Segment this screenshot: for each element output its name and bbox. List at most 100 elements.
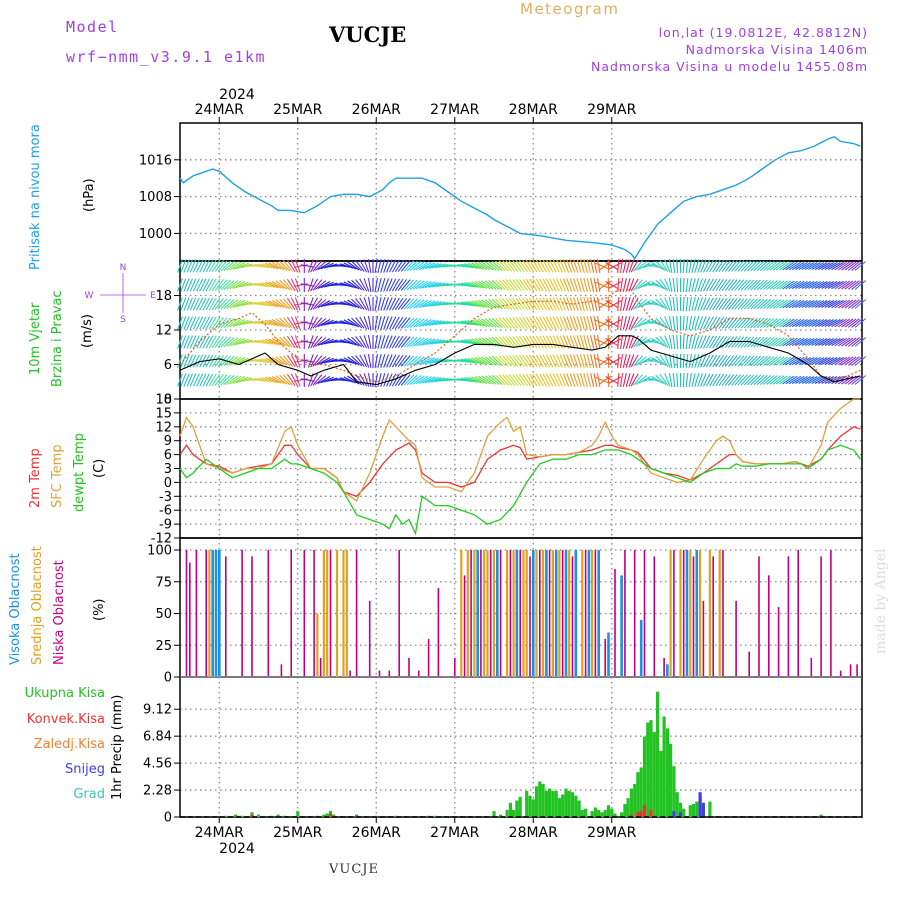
precip-bar — [544, 791, 548, 817]
wind-arrow — [734, 298, 745, 310]
precip-bar — [669, 743, 673, 817]
wind-arrow — [595, 281, 609, 289]
wind-arrow — [460, 282, 475, 288]
wind-arrow — [659, 316, 669, 330]
wind-arrow — [779, 375, 792, 385]
wind-arrow — [208, 335, 217, 349]
wind-arrow — [659, 278, 669, 292]
wind-arrow — [724, 355, 735, 367]
wind-arrow — [183, 335, 190, 349]
footer-station: VUCJE — [329, 862, 379, 877]
wind-arrow — [834, 318, 847, 328]
wind-arrow — [474, 357, 488, 365]
temperature-ytick-label: 0 — [164, 476, 172, 491]
cloud-bar — [460, 550, 463, 677]
wind-arrow — [294, 297, 301, 311]
wind-arrow — [457, 302, 472, 306]
wind-arrow — [460, 377, 475, 383]
wind-arrow — [518, 354, 528, 368]
model-altitude-label: Nadmorska Visina u modelu 1455.08m — [591, 59, 868, 74]
wind-arrow — [775, 280, 788, 290]
date-label-bottom: 24MAR — [195, 825, 244, 841]
wind-arrow — [464, 358, 478, 364]
wind-arrow — [664, 354, 671, 368]
wind-arrow — [628, 259, 635, 273]
wind-arrow — [827, 300, 841, 308]
wind-arrow — [347, 280, 360, 290]
wind-arrow — [229, 261, 242, 271]
wind-arrow — [549, 354, 557, 368]
wind-arrow — [312, 336, 323, 348]
cloud-ytick-label: 50 — [155, 607, 172, 622]
wind-arrow — [515, 316, 525, 330]
cloud-bar — [564, 550, 568, 677]
wind-arrow — [750, 355, 762, 367]
cloud-bar — [326, 550, 329, 677]
wind-arrow — [223, 298, 235, 310]
wind-arrow — [471, 357, 485, 365]
compass-s: S — [120, 315, 126, 325]
wind-arrow — [199, 297, 207, 311]
wind-arrow — [844, 299, 857, 309]
wind-arrow — [498, 279, 510, 291]
wind-arrow — [705, 297, 714, 311]
wind-arrow — [595, 357, 609, 365]
cloud-bar — [539, 550, 541, 677]
wind-arrow — [709, 316, 718, 330]
wind-arrow — [271, 300, 285, 308]
cloud-bar — [454, 658, 456, 677]
wind-arrow — [703, 259, 711, 273]
precip-bar — [499, 814, 503, 817]
date-label-bottom: 27MAR — [430, 825, 479, 841]
wind-arrow — [457, 378, 472, 382]
wind-arrow — [268, 281, 282, 289]
wind-arrow — [192, 316, 200, 330]
wind-arrow — [471, 376, 485, 384]
precip-bar — [610, 808, 614, 817]
wind-arrow — [359, 316, 368, 330]
cloud-ytick-label: 25 — [155, 639, 172, 654]
wind-arrow — [294, 259, 301, 273]
wind-arrow — [734, 279, 745, 291]
wind-arrow — [491, 298, 503, 310]
cloud-bar — [551, 550, 554, 677]
wind-arrow — [220, 298, 232, 310]
wind-arrow — [672, 353, 676, 369]
precipitation-ytick-label: 9.12 — [143, 703, 172, 718]
cloud-bar — [496, 550, 499, 677]
wind-arrow — [635, 318, 647, 328]
wind-arrow — [508, 336, 519, 348]
wind-arrow — [747, 355, 758, 367]
cloud-bar — [735, 600, 737, 677]
wind-arrow — [343, 300, 357, 308]
pressure-line — [179, 136, 861, 260]
wind-arrow — [619, 335, 624, 349]
wind-arrow — [183, 316, 190, 330]
wind-arrow — [694, 278, 700, 292]
precip-bar — [541, 783, 545, 817]
precip-bar — [688, 805, 692, 817]
wind-arrow — [556, 335, 563, 349]
year-top: 2024 — [219, 87, 255, 103]
wind-arrow — [718, 373, 728, 387]
wind-arrow — [759, 298, 772, 310]
wind-arrow — [380, 316, 386, 330]
wind-arrow — [189, 259, 197, 273]
wind-arrow — [569, 297, 576, 311]
cloud-bar — [810, 658, 813, 677]
wind-arrow — [474, 300, 488, 308]
wind-arrow — [351, 298, 363, 310]
wind-arrow — [685, 296, 689, 312]
wind-arrow — [705, 373, 714, 387]
wind-arrow — [498, 260, 510, 272]
wind-arrow — [400, 260, 411, 272]
wind-arrow — [572, 354, 579, 368]
wind-arrow — [457, 359, 472, 363]
wind-arrow — [737, 260, 748, 272]
wind-arrow — [549, 259, 557, 273]
wind-arrow — [343, 338, 357, 346]
wind-arrow — [811, 300, 825, 308]
cloud-bar — [768, 575, 770, 677]
wind-arrow — [625, 259, 631, 273]
precip-bar — [551, 791, 555, 817]
